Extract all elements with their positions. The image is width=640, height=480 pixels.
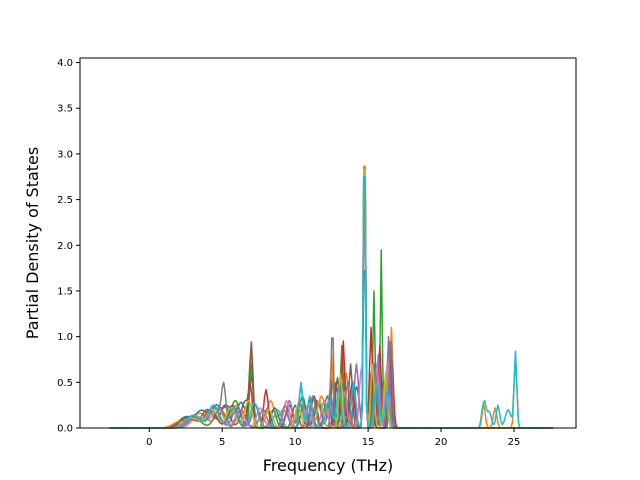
x-axis-ticks: 0 5 10 15 20 25 bbox=[146, 428, 520, 448]
x-tick-label: 0 bbox=[146, 437, 152, 448]
y-tick-label: 3.0 bbox=[57, 149, 73, 160]
x-tick-label: 5 bbox=[219, 437, 225, 448]
y-axis-ticks: 0.0 0.5 1.0 1.5 2.0 2.5 3.0 3.5 4.0 bbox=[57, 58, 80, 435]
y-tick-label: 3.5 bbox=[57, 104, 73, 115]
y-tick-label: 0.0 bbox=[57, 424, 73, 435]
y-tick-label: 4.0 bbox=[57, 58, 73, 69]
y-tick-label: 0.5 bbox=[57, 378, 73, 389]
pdos-series-line-10 bbox=[109, 175, 554, 429]
y-tick-label: 2.0 bbox=[57, 241, 73, 252]
pdos-series-line-5 bbox=[109, 214, 554, 429]
y-axis-label: Partial Density of States bbox=[23, 147, 42, 339]
y-tick-label: 1.5 bbox=[57, 286, 73, 297]
x-tick-label: 10 bbox=[289, 437, 302, 448]
x-tick-label: 20 bbox=[435, 437, 448, 448]
y-tick-label: 1.0 bbox=[57, 332, 73, 343]
x-axis-label: Frequency (THz) bbox=[263, 456, 393, 475]
x-tick-label: 25 bbox=[508, 437, 521, 448]
plot-area bbox=[109, 165, 554, 429]
y-tick-label: 2.5 bbox=[57, 195, 73, 206]
axes-frame bbox=[79, 57, 577, 429]
x-tick-label: 15 bbox=[362, 437, 375, 448]
